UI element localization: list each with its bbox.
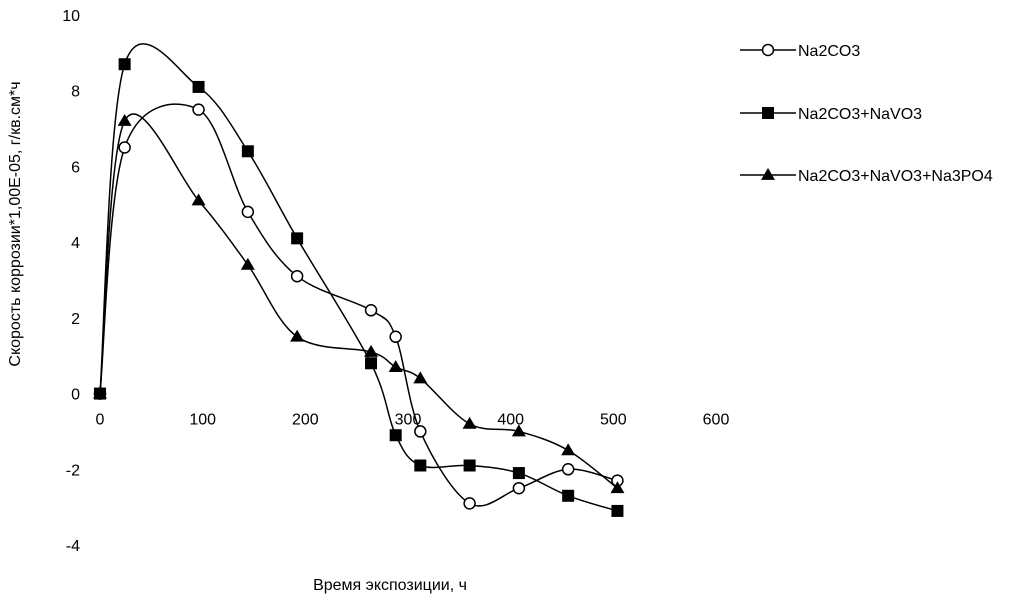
x-axis-ticks: 0 100 200 300 400 500 600 xyxy=(96,412,730,429)
data-point xyxy=(389,429,402,442)
data-point xyxy=(511,424,526,437)
data-point xyxy=(561,443,576,456)
legend-marker xyxy=(761,168,775,180)
legend-item: Na2CO3+NaVO3 xyxy=(740,106,922,123)
y-tick-label: -2 xyxy=(66,462,80,479)
legend-item: Na2CO3 xyxy=(740,43,860,60)
data-point xyxy=(365,357,378,370)
data-point xyxy=(610,481,625,494)
data-point xyxy=(241,145,254,158)
legend-marker xyxy=(761,43,775,57)
y-axis-ticks: -4 -2 0 2 4 6 8 10 xyxy=(62,8,80,555)
data-point xyxy=(462,416,477,429)
legend-label: Na2CO3 xyxy=(798,43,860,60)
data-point xyxy=(463,459,476,472)
data-point xyxy=(389,330,402,344)
data-point xyxy=(388,360,403,372)
data-point xyxy=(290,269,304,283)
legend-label: Na2CO3+NaVO3+Na3PO4 xyxy=(798,168,993,185)
y-tick-label: 2 xyxy=(71,311,80,328)
data-point xyxy=(561,463,575,476)
series-na2co3-navo3-na3po4 xyxy=(93,113,625,494)
data-point xyxy=(118,141,131,154)
y-axis-title: Скорость коррозии*1,00Е-05, г/кв.см*ч xyxy=(7,81,24,366)
legend-item: Na2CO3+NaVO3+Na3PO4 xyxy=(740,168,993,185)
data-point xyxy=(611,504,624,517)
data-point xyxy=(118,58,131,71)
x-tick-label: 100 xyxy=(189,412,216,429)
legend-marker xyxy=(762,107,774,119)
x-tick-label: 200 xyxy=(292,412,319,429)
series-line xyxy=(99,43,618,512)
data-point xyxy=(191,193,206,206)
data-point xyxy=(463,497,476,510)
x-tick-label: 0 xyxy=(96,412,105,429)
legend-label: Na2CO3+NaVO3 xyxy=(798,106,922,123)
data-point xyxy=(241,205,255,219)
data-point xyxy=(192,103,205,116)
data-point xyxy=(414,425,427,438)
series-line xyxy=(99,113,618,489)
data-point xyxy=(512,481,526,495)
y-tick-label: 4 xyxy=(71,235,80,252)
x-tick-label: 500 xyxy=(600,412,627,429)
x-axis-title: Время экспозиции, ч xyxy=(313,577,467,594)
data-point xyxy=(413,371,428,384)
x-tick-label: 400 xyxy=(497,412,524,429)
data-point xyxy=(291,232,304,245)
data-point xyxy=(290,329,305,342)
y-tick-label: 0 xyxy=(71,387,80,404)
y-tick-label: 6 xyxy=(71,159,80,176)
data-point xyxy=(192,80,205,93)
x-tick-label: 600 xyxy=(703,412,730,429)
y-tick-label: -4 xyxy=(66,538,80,555)
data-point xyxy=(364,304,378,317)
data-point xyxy=(117,114,132,126)
legend: Na2CO3 Na2CO3+NaVO3 Na2CO3+NaVO3+Na3PO4 xyxy=(740,43,993,185)
series-na2co3-navo3 xyxy=(94,43,624,517)
y-tick-label: 10 xyxy=(62,8,80,25)
data-point xyxy=(414,459,427,472)
data-point xyxy=(364,344,379,357)
y-tick-label: 8 xyxy=(71,84,80,101)
series-na2co3 xyxy=(93,103,624,510)
data-point xyxy=(240,257,255,270)
data-point xyxy=(512,467,525,480)
series-line xyxy=(99,103,618,507)
data-point xyxy=(93,386,107,399)
series-layer xyxy=(93,43,625,517)
data-point xyxy=(562,489,575,502)
